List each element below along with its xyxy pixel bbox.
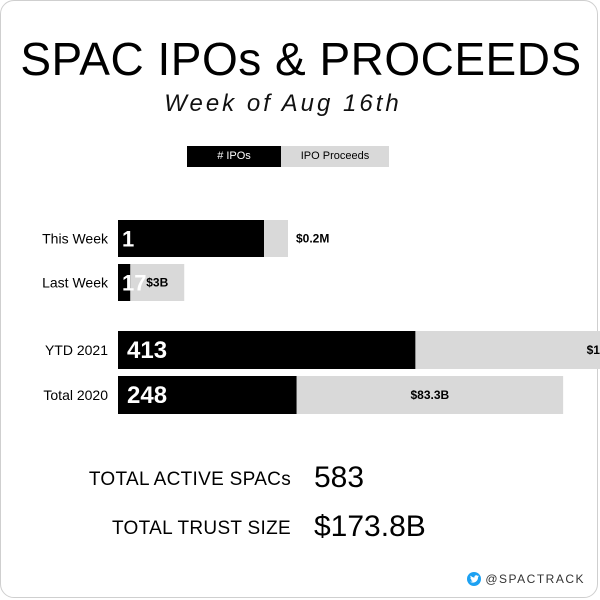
total-active-spacs-label: TOTAL ACTIVE SPACs	[88, 469, 291, 490]
proceeds-bar-last-week	[130, 264, 185, 301]
legend: # IPOs IPO Proceeds	[187, 146, 389, 167]
proceeds-value-ytd-2021: $121.2B	[587, 343, 600, 357]
category-label-total-2020: Total 2020	[43, 387, 108, 403]
ipo-value-total-2020: 248	[127, 382, 167, 409]
ipo-bar-total-2020	[118, 376, 297, 414]
ipo-bar-last-week	[118, 264, 131, 301]
proceeds-value-total-2020: $83.3B	[410, 388, 449, 402]
total-trust-size-label: TOTAL TRUST SIZE	[111, 518, 291, 539]
footer: @SPACTRACK	[467, 569, 585, 589]
chart-subtitle: Week of Aug 16th	[164, 90, 402, 117]
ipo-value-this-week: 1	[122, 227, 134, 252]
proceeds-value-last-week: $3B	[146, 276, 168, 290]
total-trust-size-value: $173.8B	[314, 510, 426, 543]
proceeds-bar-this-week	[264, 220, 288, 257]
legend-proceeds: IPO Proceeds	[281, 146, 389, 167]
category-label-this-week: This Week	[42, 231, 109, 247]
chart-title: SPAC IPOs & PROCEEDS	[20, 33, 582, 85]
category-label-ytd-2021: YTD 2021	[45, 342, 108, 358]
ipo-value-last-week: 17	[122, 271, 146, 296]
proceeds-bar-ytd-2021	[415, 331, 600, 369]
total-active-spacs-value: 583	[314, 461, 365, 494]
category-label-last-week: Last Week	[42, 275, 109, 291]
ipo-bar-ytd-2021	[118, 331, 416, 369]
legend-ipos: # IPOs	[187, 146, 281, 167]
proceeds-bar-total-2020	[296, 376, 564, 414]
ipo-bar-this-week	[118, 220, 264, 257]
ipo-value-ytd-2021: 413	[127, 337, 167, 364]
proceeds-value-this-week: $0.2M	[296, 232, 329, 246]
twitter-bird-icon	[467, 572, 482, 586]
twitter-handle: @SPACTRACK	[485, 572, 585, 586]
bar-chart: This Week 1 $0.2M Last Week 17 $3B YTD 2021 413…	[42, 220, 600, 414]
